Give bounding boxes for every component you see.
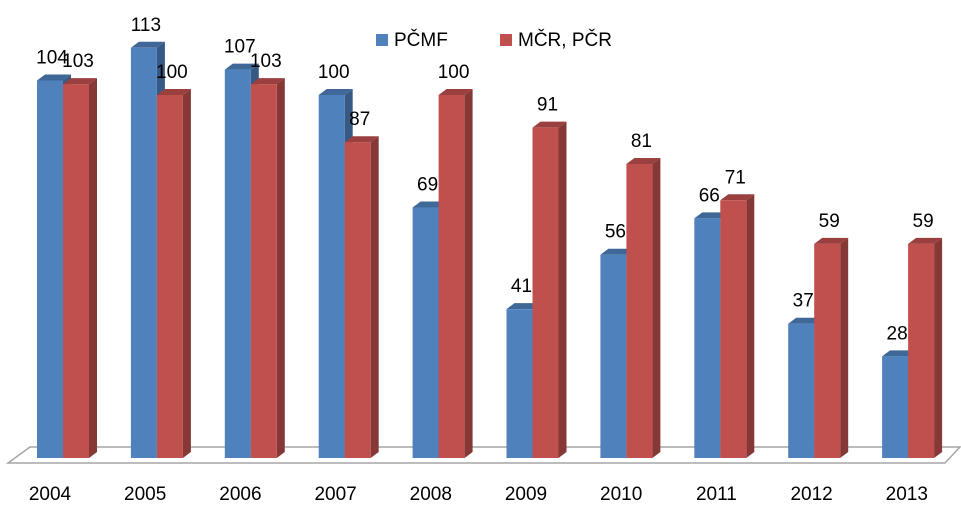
- x-tick-label: 2005: [124, 484, 166, 505]
- bar-top: [720, 194, 755, 201]
- bar-top: [908, 237, 943, 244]
- data-label: 37: [793, 291, 814, 312]
- x-tick-label: 2011: [696, 484, 737, 505]
- data-label: 100: [156, 62, 188, 83]
- data-label: 100: [438, 62, 470, 83]
- data-label: 103: [250, 51, 282, 72]
- legend-label: MČR, PČR: [518, 29, 612, 51]
- bar: [506, 309, 533, 458]
- bar-side: [652, 157, 661, 458]
- data-label: 87: [349, 109, 370, 130]
- bar-top: [788, 317, 823, 324]
- bar-top: [130, 41, 165, 48]
- bar: [694, 218, 721, 458]
- x-tick-label: 2009: [505, 484, 547, 505]
- bar: [626, 163, 653, 458]
- bar: [600, 254, 627, 458]
- bar-top: [156, 89, 191, 95]
- bar-top: [814, 237, 849, 244]
- data-label: 104: [36, 47, 68, 68]
- bar: [156, 95, 183, 458]
- x-tick-label: 2012: [790, 484, 832, 505]
- data-label: 66: [699, 185, 720, 206]
- bar: [438, 95, 465, 458]
- data-label: 69: [417, 175, 438, 196]
- bar: [130, 47, 157, 459]
- bar: [412, 207, 439, 458]
- bar-top: [63, 78, 97, 85]
- bar-side: [746, 194, 755, 458]
- x-tick-label: 2006: [219, 484, 261, 505]
- x-tick-label: 2013: [886, 484, 928, 505]
- bar: [63, 84, 89, 459]
- bar-side: [182, 89, 191, 458]
- bar-side: [934, 237, 943, 458]
- bar-top: [882, 350, 917, 357]
- bar-top: [506, 303, 541, 310]
- bar: [908, 243, 935, 458]
- bar-top: [694, 212, 729, 219]
- bar-top: [344, 136, 379, 143]
- data-label: 91: [537, 95, 558, 116]
- bar-side: [370, 136, 379, 458]
- bar: [344, 142, 371, 458]
- data-label: 103: [62, 51, 94, 72]
- data-label: 59: [913, 211, 934, 232]
- x-tick-label: 2004: [29, 484, 72, 505]
- x-tick-label: 2008: [410, 484, 452, 505]
- bar-top: [438, 89, 473, 95]
- legend-label: PČMF: [394, 29, 448, 51]
- bar-top: [37, 74, 71, 81]
- bar-top: [224, 63, 259, 70]
- data-label: 71: [725, 167, 746, 188]
- bar-side: [464, 89, 473, 458]
- data-label: 81: [631, 131, 652, 152]
- data-label: 113: [131, 15, 161, 36]
- legend-swatch: [376, 34, 388, 46]
- bar: [720, 200, 747, 458]
- data-label: 107: [224, 37, 256, 58]
- x-tick-label: 2010: [600, 484, 642, 505]
- bar-top: [250, 78, 285, 85]
- bar: [788, 323, 815, 458]
- bar-side: [89, 78, 97, 459]
- bar: [224, 69, 251, 458]
- x-tick-label: 2007: [314, 484, 356, 505]
- data-label: 59: [819, 211, 840, 232]
- data-label: 56: [605, 222, 626, 243]
- legend-swatch: [500, 34, 512, 46]
- bar-top: [318, 89, 353, 95]
- data-label: 100: [318, 62, 350, 83]
- bar-top: [532, 121, 567, 128]
- bar-side: [276, 78, 285, 459]
- data-label: 28: [887, 323, 908, 344]
- bar-top: [600, 248, 635, 255]
- bar-side: [558, 121, 567, 459]
- bar: [318, 95, 345, 458]
- bar: [814, 243, 841, 458]
- bar: [37, 80, 63, 458]
- data-label: 41: [511, 276, 532, 297]
- bar: [250, 84, 277, 459]
- bar-top: [626, 157, 661, 164]
- bar: [532, 127, 559, 459]
- bar-top: [412, 201, 447, 208]
- bar: [882, 356, 909, 458]
- bar-side: [840, 237, 849, 458]
